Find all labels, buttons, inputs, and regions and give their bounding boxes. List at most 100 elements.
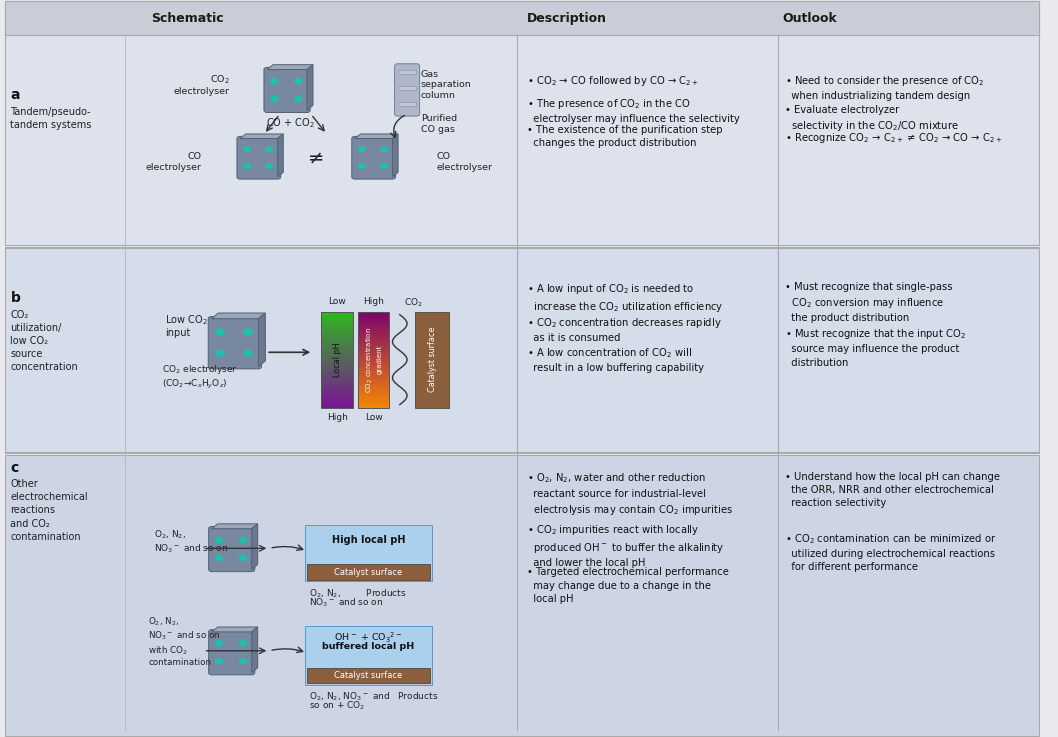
Polygon shape (252, 627, 258, 673)
Text: High: High (363, 297, 384, 306)
Bar (322, 377, 352, 379)
Bar (322, 320, 352, 321)
Text: c: c (11, 461, 19, 475)
Bar (322, 326, 352, 328)
Circle shape (381, 164, 387, 169)
Text: • Evaluate electrolyzer
  selectivity in the CO$_2$/CO mixture: • Evaluate electrolyzer selectivity in t… (785, 105, 959, 133)
Bar (358, 355, 389, 357)
Bar (358, 398, 389, 399)
Bar (358, 376, 389, 377)
Text: CO$_2$
electrolyser: CO$_2$ electrolyser (174, 73, 230, 97)
Polygon shape (277, 134, 284, 177)
Bar (358, 380, 389, 382)
Bar (358, 342, 389, 343)
Bar (322, 317, 352, 318)
Text: • Must recognize that the input CO$_2$
  source may influence the product
  dist: • Must recognize that the input CO$_2$ s… (785, 327, 966, 368)
Bar (398, 86, 417, 90)
Text: OH$^-$ + CO$_3$$^{2-}$: OH$^-$ + CO$_3$$^{2-}$ (334, 631, 403, 645)
Text: Low: Low (365, 413, 383, 422)
Bar (322, 394, 352, 395)
Bar (358, 353, 389, 355)
Bar (5, 1, 1039, 245)
Bar (322, 385, 352, 387)
Text: • CO$_2$ contamination can be minimized or
  utilized during electrochemical rea: • CO$_2$ contamination can be minimized … (785, 532, 997, 573)
Bar (322, 357, 352, 358)
Bar (358, 324, 389, 326)
Circle shape (239, 537, 247, 542)
Bar (322, 312, 352, 313)
Bar (358, 350, 389, 352)
Polygon shape (393, 134, 398, 177)
Circle shape (359, 164, 365, 169)
Bar (322, 328, 352, 329)
Bar (358, 340, 389, 342)
Bar (322, 399, 352, 401)
Circle shape (359, 147, 365, 152)
Bar (322, 383, 352, 385)
Bar (358, 383, 389, 385)
Bar (358, 406, 389, 408)
Bar (322, 391, 352, 394)
Bar (322, 406, 352, 408)
Bar (322, 355, 352, 357)
Text: • The existence of the purification step
  changes the product distribution: • The existence of the purification step… (527, 125, 723, 148)
Text: • Need to consider the presence of CO$_2$
  when industrializing tandem design: • Need to consider the presence of CO$_2… (785, 74, 984, 101)
Bar (358, 388, 389, 390)
Circle shape (216, 640, 222, 646)
Bar (322, 332, 352, 334)
FancyBboxPatch shape (208, 629, 255, 675)
Bar (322, 321, 352, 323)
Bar (358, 312, 389, 408)
Bar (358, 357, 389, 358)
FancyBboxPatch shape (305, 626, 432, 685)
Bar (322, 376, 352, 377)
Polygon shape (258, 313, 266, 367)
Polygon shape (212, 627, 258, 632)
Bar (358, 338, 389, 339)
Bar (322, 372, 352, 374)
Text: High: High (327, 413, 348, 422)
Bar (358, 368, 389, 369)
Bar (322, 366, 352, 368)
Bar (5, 455, 1039, 736)
Bar (358, 363, 389, 364)
Bar (322, 374, 352, 376)
Bar (322, 342, 352, 343)
Bar (322, 324, 352, 326)
Text: CO$_2$ electrolyser
(CO$_2$→C$_x$H$_y$O$_z$): CO$_2$ electrolyser (CO$_2$→C$_x$H$_y$O$… (162, 363, 237, 391)
Circle shape (243, 329, 252, 335)
Text: Outlook: Outlook (783, 12, 838, 24)
Bar (322, 371, 352, 372)
Text: Local pH: Local pH (332, 343, 342, 377)
Bar (358, 315, 389, 317)
Bar (322, 329, 352, 331)
Bar (358, 331, 389, 332)
Text: • O$_2$, N$_2$, water and other reduction
  reactant source for industrial-level: • O$_2$, N$_2$, water and other reductio… (527, 472, 733, 517)
Bar (322, 323, 352, 324)
FancyBboxPatch shape (237, 136, 280, 179)
Bar (358, 332, 389, 334)
Bar (358, 405, 389, 406)
FancyBboxPatch shape (351, 136, 396, 179)
Bar (358, 365, 389, 366)
Bar (322, 338, 352, 339)
Bar (358, 391, 389, 394)
Bar (322, 368, 352, 369)
Text: b: b (11, 291, 20, 305)
Text: • The presence of CO$_2$ in the CO
  electrolyser may influence the selectivity: • The presence of CO$_2$ in the CO elect… (527, 97, 740, 125)
Bar (358, 385, 389, 387)
Bar (416, 312, 449, 408)
Bar (5, 1, 1039, 35)
Bar (358, 387, 389, 388)
Bar (358, 334, 389, 336)
Bar (358, 321, 389, 323)
Polygon shape (307, 65, 313, 111)
Circle shape (216, 329, 224, 335)
Bar (322, 350, 352, 352)
Bar (358, 401, 389, 402)
Bar (358, 360, 389, 361)
Text: Low CO$_2$
input: Low CO$_2$ input (165, 313, 207, 338)
Bar (398, 102, 417, 106)
Bar (358, 329, 389, 331)
Bar (322, 358, 352, 360)
